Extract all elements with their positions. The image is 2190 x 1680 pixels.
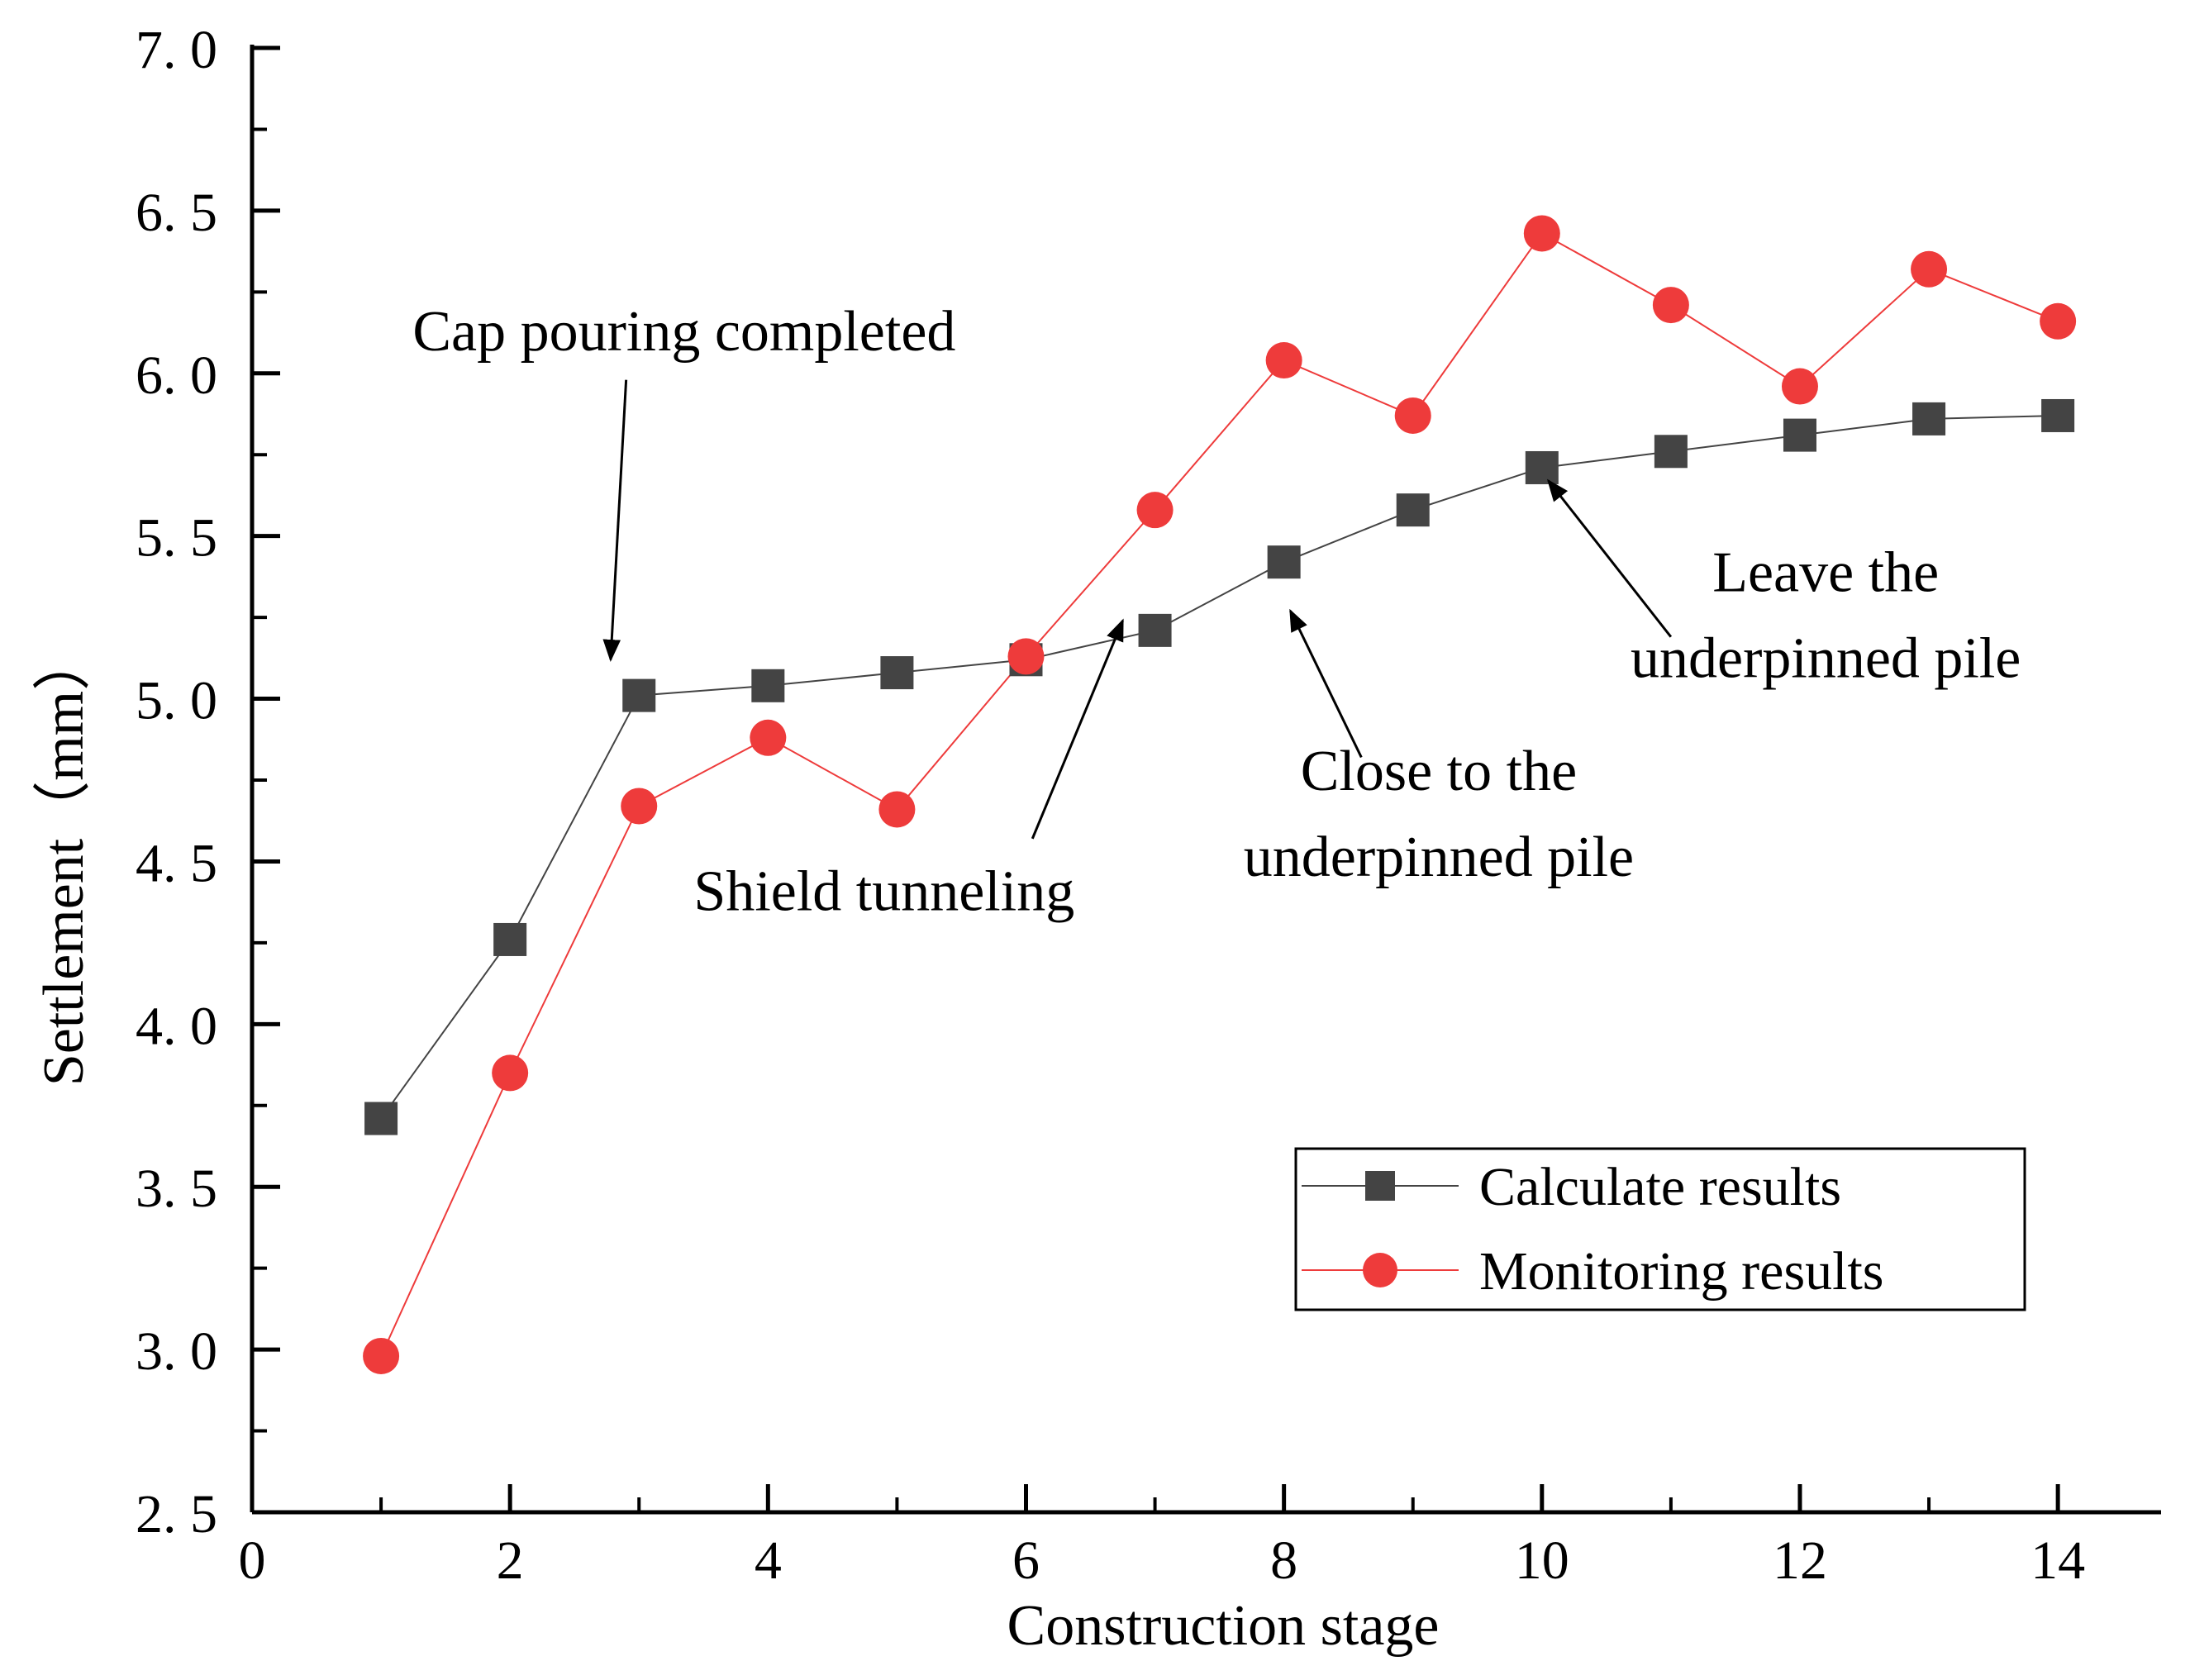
annotation-text: Shield tunneling (693, 860, 1074, 924)
calculate-point (493, 922, 527, 956)
annotation-arrow (1289, 608, 1363, 759)
x-tick-label: 10 (1515, 1530, 1569, 1591)
x-axis-label: Construction stage (1007, 1594, 1440, 1658)
calculate-point (1396, 493, 1430, 527)
legend-box (1294, 1147, 2026, 1311)
y-axis-label: Settlement（mm） (32, 633, 96, 1086)
annotation-text: Cap pouring completed (412, 300, 955, 364)
monitoring-point (1007, 638, 1045, 675)
annotation-arrow (602, 379, 628, 662)
calculate-point (1654, 435, 1688, 469)
y-tick-label: 2. 5 (136, 1484, 217, 1544)
monitoring-point (2040, 302, 2077, 340)
y-tick-label: 4. 5 (136, 833, 217, 893)
x-tick-label: 0 (239, 1530, 266, 1591)
legend-marker-circle (1363, 1253, 1397, 1287)
monitoring-point (1652, 287, 1689, 324)
calculate-point (364, 1102, 398, 1135)
x-tick-label: 8 (1270, 1530, 1297, 1591)
axis-ticks: 2. 5 3. 0 3. 5 4. 0 4. 5 5. 0 5. 5 6. 0 6. 5 7. 0… (136, 20, 2085, 1591)
monitoring-point (878, 791, 916, 828)
annotation-arrow (1031, 618, 1124, 840)
annotations: Cap pouring completed Shield tunneling Clo… (412, 300, 2021, 923)
monitoring-point (1265, 342, 1302, 379)
monitoring-point (750, 719, 787, 756)
x-tick-label: 4 (755, 1530, 782, 1591)
monitoring-point (1136, 492, 1174, 529)
monitoring-point (492, 1054, 529, 1092)
series-markers (363, 215, 2077, 1374)
series-line-monitoring (380, 232, 2059, 1357)
y-tick-label: 3. 0 (136, 1321, 217, 1382)
legend: Calculate results Monitoring results (1294, 1147, 2026, 1311)
annotation-arrow (1546, 478, 1673, 638)
y-tick-label: 7. 0 (136, 20, 217, 80)
calculate-point (1783, 418, 1816, 452)
monitoring-point (363, 1337, 400, 1374)
series-line-calculate (380, 414, 2059, 1120)
series-lines (380, 232, 2059, 1357)
annotation-text: Close to the (1301, 740, 1577, 803)
calculate-point (1912, 402, 1946, 435)
monitoring-point (1911, 250, 1948, 288)
calculate-point (622, 678, 656, 712)
x-tick-label: 2 (497, 1530, 524, 1591)
x-tick-label: 12 (1773, 1530, 1827, 1591)
y-tick-label: 3. 5 (136, 1159, 217, 1219)
monitoring-point (621, 788, 658, 825)
monitoring-point (1394, 397, 1431, 434)
legend-marker-square (1365, 1171, 1395, 1201)
calculate-point (1525, 450, 1559, 484)
calculate-point (1267, 545, 1301, 579)
annotation-text: underpinned pile (1631, 627, 2021, 691)
y-tick-label: 5. 0 (136, 671, 217, 731)
calculate-point (880, 656, 914, 690)
y-tick-label: 4. 0 (136, 996, 217, 1056)
y-tick-label: 5. 5 (136, 508, 217, 569)
monitoring-point (1781, 368, 1818, 405)
legend-label-monitoring: Monitoring results (1479, 1241, 1884, 1302)
calculate-point (2041, 398, 2075, 432)
annotation-text: underpinned pile (1244, 826, 1634, 889)
y-tick-label: 6. 5 (136, 183, 217, 243)
monitoring-point (1523, 215, 1560, 252)
legend-label-calculate: Calculate results (1479, 1157, 1841, 1217)
x-tick-label: 6 (1012, 1530, 1040, 1591)
x-tick-label: 14 (2031, 1530, 2085, 1591)
calculate-point (1138, 613, 1172, 647)
annotation-text: Leave the (1712, 541, 1939, 605)
calculate-point (751, 669, 785, 702)
y-tick-label: 6. 0 (136, 345, 217, 406)
